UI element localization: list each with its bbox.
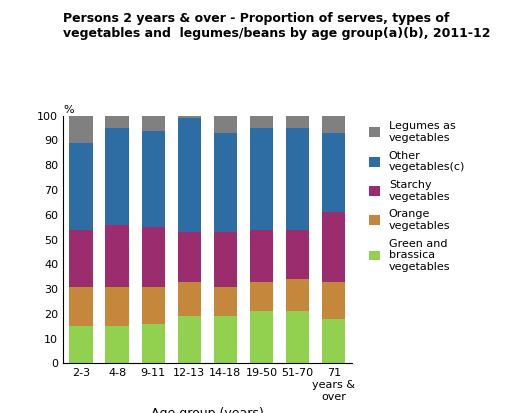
Bar (214, 316, 237, 363)
Bar (177, 232, 201, 282)
Bar (142, 116, 165, 131)
Bar (322, 212, 345, 282)
Bar (250, 116, 273, 128)
Bar (322, 282, 345, 319)
Bar (142, 324, 165, 363)
Bar (69, 143, 93, 230)
Bar (142, 131, 165, 227)
Bar (177, 116, 201, 118)
Bar (322, 116, 345, 133)
Legend: Legumes as
vegetables, Other
vegetables(c), Starchy
vegetables, Orange
vegetable: Legumes as vegetables, Other vegetables(… (369, 121, 465, 272)
Bar (177, 118, 201, 232)
Bar (142, 287, 165, 324)
Bar (177, 282, 201, 316)
Bar (250, 311, 273, 363)
Bar (214, 133, 237, 232)
Text: Persons 2 years & over - Proportion of serves, types of
vegetables and  legumes/: Persons 2 years & over - Proportion of s… (63, 12, 490, 40)
Bar (214, 232, 237, 287)
Bar (286, 230, 309, 279)
Bar (250, 128, 273, 230)
Bar (69, 287, 93, 326)
Bar (286, 311, 309, 363)
Bar (142, 227, 165, 287)
Bar (286, 116, 309, 128)
X-axis label: Age group (years): Age group (years) (151, 407, 264, 413)
Bar (214, 287, 237, 316)
Bar (69, 326, 93, 363)
Bar (250, 282, 273, 311)
Bar (322, 319, 345, 363)
Bar (106, 326, 129, 363)
Bar (69, 116, 93, 143)
Bar (106, 287, 129, 326)
Bar (106, 225, 129, 287)
Bar (106, 116, 129, 128)
Text: %: % (63, 105, 74, 115)
Bar (106, 128, 129, 225)
Bar (177, 316, 201, 363)
Bar (286, 279, 309, 311)
Bar (322, 133, 345, 212)
Bar (286, 128, 309, 230)
Bar (250, 230, 273, 282)
Bar (69, 230, 93, 287)
Bar (214, 116, 237, 133)
